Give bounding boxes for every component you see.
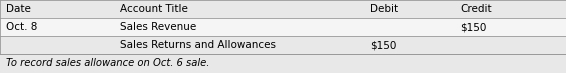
Text: Credit: Credit xyxy=(460,4,492,14)
Text: Account Title: Account Title xyxy=(120,4,188,14)
Bar xyxy=(0,54,566,73)
Text: Sales Returns and Allowances: Sales Returns and Allowances xyxy=(120,40,276,50)
Text: $150: $150 xyxy=(460,22,486,32)
Text: $150: $150 xyxy=(370,40,396,50)
Text: Oct. 8: Oct. 8 xyxy=(6,22,37,32)
Text: To record sales allowance on Oct. 6 sale.: To record sales allowance on Oct. 6 sale… xyxy=(6,58,209,68)
Bar xyxy=(0,18,566,36)
Text: Debit: Debit xyxy=(370,4,398,14)
Bar xyxy=(0,36,566,54)
Text: Date: Date xyxy=(6,4,31,14)
Bar xyxy=(0,0,566,18)
Text: Sales Revenue: Sales Revenue xyxy=(120,22,196,32)
